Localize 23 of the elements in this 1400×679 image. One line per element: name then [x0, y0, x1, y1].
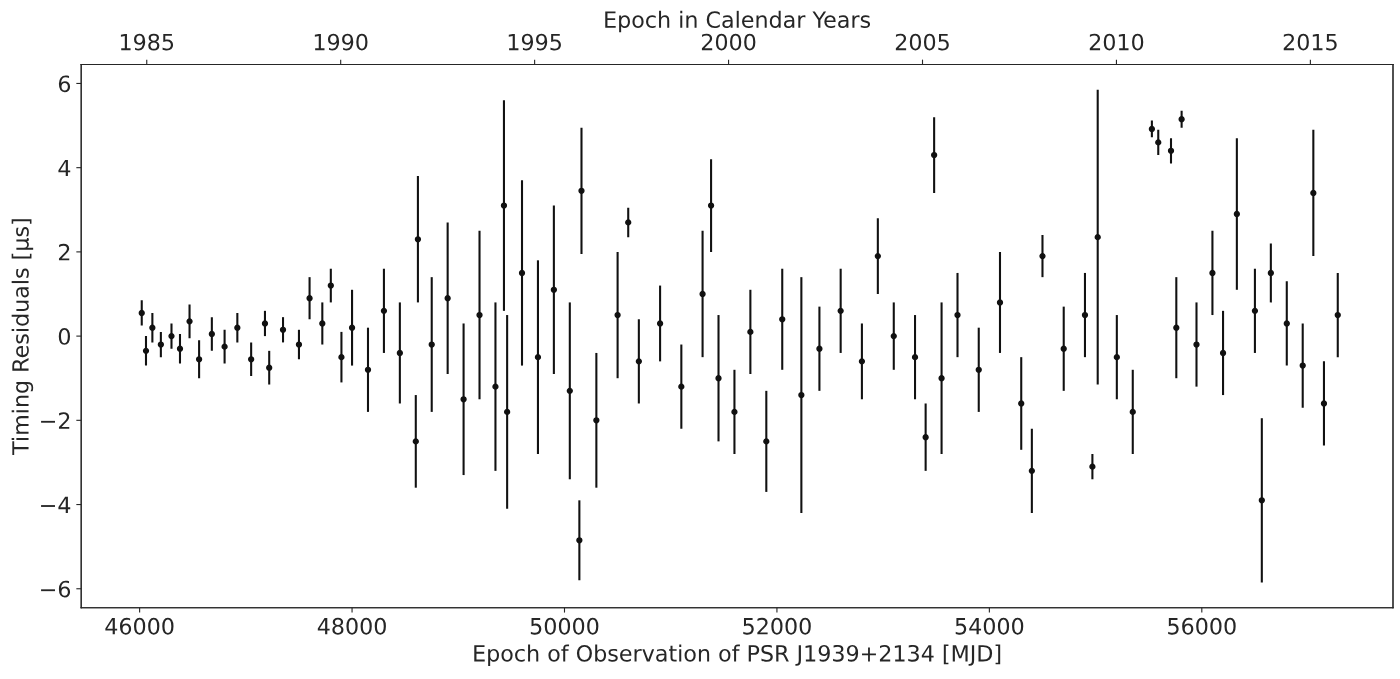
x2-tick-label: 2005 [895, 33, 949, 51]
y-tick-label: −4 [41, 496, 71, 513]
y-tick-label: −2 [41, 412, 70, 429]
y-axis-title: Timing Residuals [μs] [11, 219, 34, 455]
x2-tick-label: 2000 [701, 33, 756, 51]
x2-tick-label: 1995 [508, 33, 561, 51]
x-tick-label: 48000 [317, 617, 386, 635]
x-tick-label: 50000 [530, 617, 599, 635]
y-tick-label: 6 [58, 75, 71, 93]
x-tick-label: 52000 [743, 617, 811, 635]
x2-axis-title: Epoch in Calendar Years [605, 10, 871, 33]
y-tick-label: 0 [58, 328, 70, 345]
y-tick-label: −6 [41, 580, 71, 598]
x-axis-title: Epoch of Observation of PSR J1939+2134 [MJD] [474, 644, 1001, 666]
x2-tick-label: 2010 [1089, 33, 1144, 51]
y-tick-label: 2 [58, 243, 70, 261]
x2-tick-label: 2015 [1283, 33, 1337, 51]
x2-tick-label: 1990 [314, 33, 368, 51]
x-tick-label: 46000 [105, 617, 174, 635]
y-tick-label: 4 [58, 159, 71, 177]
x2-tick-label: 1985 [120, 33, 174, 51]
x-tick-label: 54000 [955, 617, 1024, 635]
x-tick-label: 56000 [1168, 617, 1236, 635]
